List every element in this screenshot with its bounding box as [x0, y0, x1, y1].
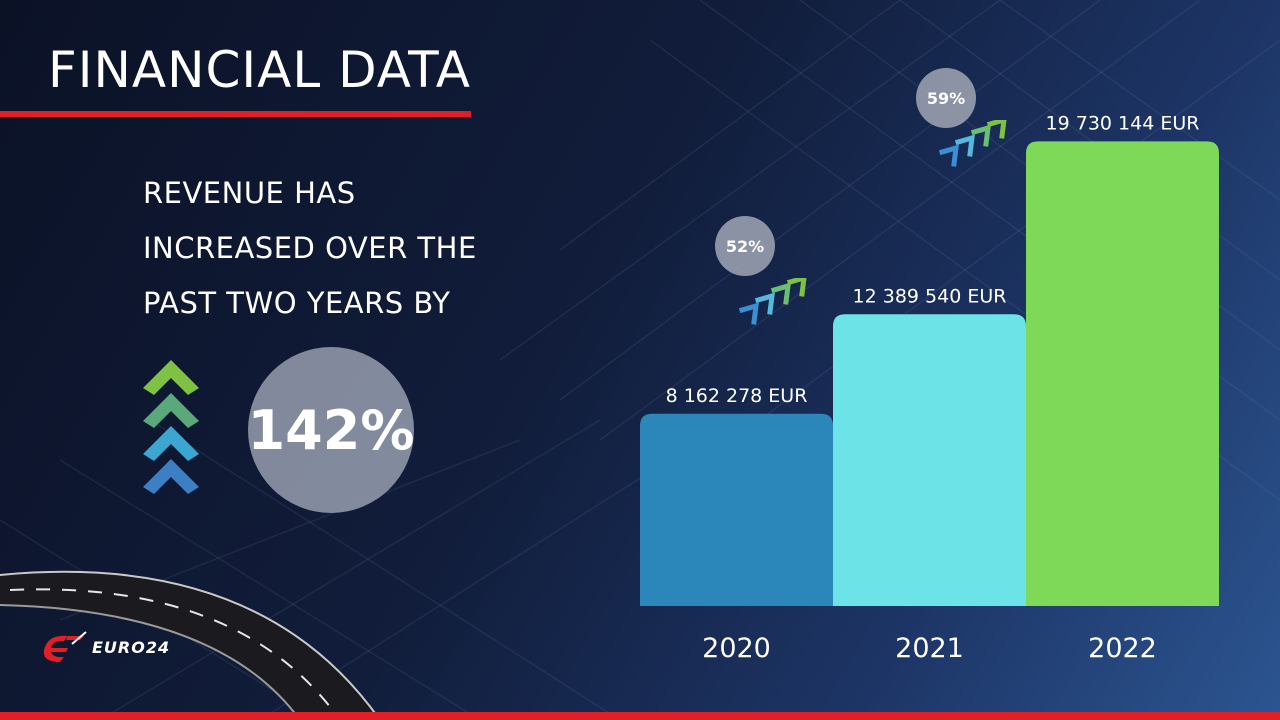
headline-line: PAST TWO YEARS BY [143, 286, 451, 320]
growth-arrows-icon [938, 120, 1007, 167]
growth-badge-value: 59% [926, 88, 966, 108]
bar-value-label: 8 162 278 EUR [666, 385, 808, 407]
total-growth-value: 142% [247, 398, 415, 462]
bar-2022 [1026, 141, 1219, 607]
growth-badge-value: 52% [725, 236, 765, 256]
headline-line: REVENUE HAS [143, 176, 356, 210]
bar-value-label: 12 389 540 EUR [853, 285, 1007, 307]
road-graphic [0, 570, 381, 720]
title-underline [0, 111, 471, 117]
euro24-logo: EURO24 [38, 630, 170, 664]
bar-value-label: 19 730 144 EUR [1046, 112, 1200, 134]
growth-badge-2021: 52% [715, 216, 775, 276]
bottom-accent-bar [0, 712, 1280, 720]
bar-2021 [833, 314, 1026, 606]
x-tick-label: 2022 [1088, 633, 1157, 664]
x-tick-label: 2021 [895, 633, 964, 664]
growth-arrows-icon [738, 278, 807, 325]
bar-2020 [640, 413, 833, 606]
total-growth-circle: 142% [248, 347, 414, 513]
headline-text: REVENUE HAS INCREASED OVER THE PAST TWO … [143, 166, 503, 331]
logo-text: EURO24 [92, 637, 171, 657]
logo-mark-icon [43, 631, 87, 662]
page-title: FINANCIAL DATA [48, 41, 471, 99]
growth-chevrons-icon [143, 360, 199, 494]
headline-line: INCREASED OVER THE [143, 231, 477, 265]
growth-badge-2022: 59% [916, 68, 976, 128]
x-tick-label: 2020 [702, 633, 771, 664]
